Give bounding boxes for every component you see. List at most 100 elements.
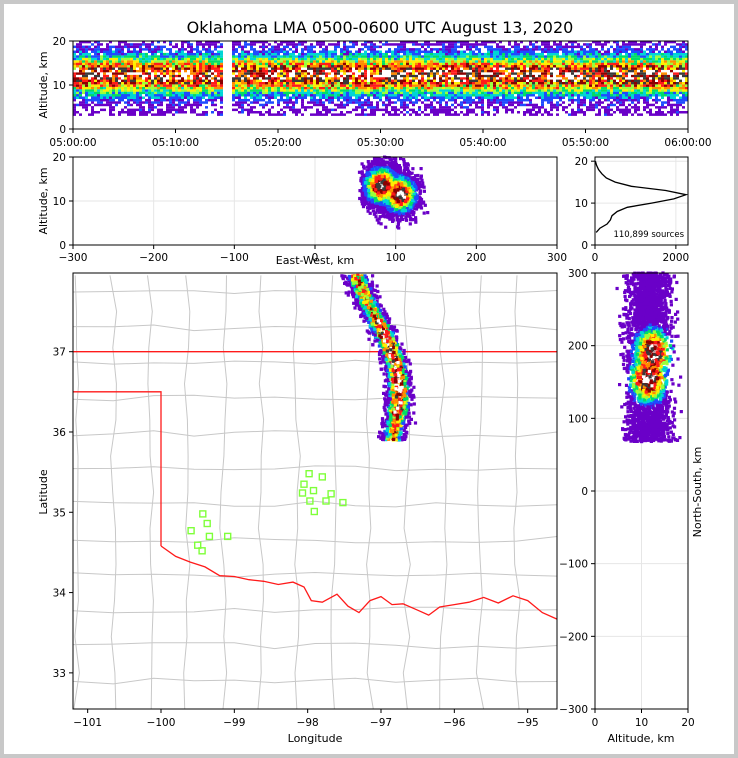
time-altitude-density-cell [148,69,151,73]
time-altitude-density-cell [559,81,562,85]
time-altitude-density-cell [157,55,160,58]
time-altitude-density-cell [298,74,301,78]
time-altitude-density-cell [508,84,511,87]
time-altitude-density-cell [136,69,139,73]
time-altitude-density-cell [106,55,109,58]
time-altitude-density-cell [181,48,184,51]
time-altitude-density-cell [646,67,649,70]
time-altitude-density-cell [391,52,394,56]
time-altitude-density-cell [94,50,97,53]
time-altitude-density-cell [340,60,343,63]
time-altitude-density-cell [379,65,382,68]
time-altitude-density-cell [574,69,577,73]
time-altitude-density-cell [592,91,595,95]
time-altitude-density-cell [148,103,151,107]
time-altitude-density-cell [520,74,523,78]
time-altitude-density-cell [325,94,328,97]
time-altitude-density-cell [391,84,394,87]
time-altitude-density-cell [622,72,625,75]
time-altitude-density-cell [169,103,172,107]
time-altitude-density-cell [112,60,115,63]
time-altitude-density-cell [496,101,499,104]
time-altitude-density-cell [181,91,184,95]
time-altitude-density-cell [427,96,430,99]
time-altitude-density-cell [265,111,268,114]
time-altitude-density-cell [373,108,376,112]
time-altitude-density-cell [637,62,640,66]
time-altitude-density-cell [577,55,580,58]
time-altitude-density-cell [334,55,337,58]
time-altitude-density-cell [277,113,280,116]
time-altitude-density-cell [547,96,550,99]
time-altitude-density-cell [142,84,145,87]
time-altitude-density-cell [202,79,205,82]
time-altitude-density-cell [88,60,91,63]
time-altitude-density-cell [235,55,238,58]
time-altitude-density-cell [112,67,115,70]
time-altitude-density-cell [325,89,328,92]
time-altitude-density-cell [523,45,526,49]
time-altitude-density-cell [397,52,400,56]
time-altitude-density-cell [82,101,85,104]
time-altitude-density-cell [154,84,157,87]
time-altitude-density-cell [289,79,292,82]
time-altitude-density-cell [118,69,121,73]
time-altitude-density-cell [412,69,415,73]
time-altitude-density-cell [568,45,571,49]
time-altitude-density-cell [514,81,517,85]
time-altitude-density-cell [646,106,649,109]
time-altitude-density-cell [634,98,637,102]
time-altitude-density-cell [580,94,583,97]
time-altitude-density-cell [529,84,532,87]
time-altitude-density-cell [415,91,418,95]
time-altitude-density-cell [595,67,598,70]
time-altitude-density-cell [469,91,472,95]
time-altitude-density-cell [430,77,433,80]
time-altitude-density-cell [346,57,349,61]
time-altitude-density-cell [517,48,520,51]
time-altitude-density-cell [409,48,412,51]
time-altitude-density-cell [583,43,586,46]
time-altitude-density-cell [565,65,568,68]
time-altitude-density-cell [151,96,154,99]
time-altitude-density-cell [427,65,430,68]
time-altitude-density-cell [397,91,400,95]
time-altitude-density-cell [484,86,487,90]
time-altitude-density-cell [133,48,136,51]
time-altitude-density-cell [250,81,253,85]
time-altitude-density-cell [526,45,529,49]
time-altitude-density-cell [448,106,451,109]
time-altitude-density-cell [115,50,118,53]
time-altitude-density-cell [298,69,301,73]
time-altitude-density-cell [511,84,514,87]
time-altitude-density-cell [484,55,487,58]
time-altitude-density-cell [583,101,586,104]
time-altitude-density-cell [232,57,235,61]
time-altitude-density-cell [451,103,454,107]
time-altitude-density-cell [286,43,289,46]
time-altitude-density-cell [598,43,601,46]
time-altitude-density-cell [310,43,313,46]
time-altitude-density-cell [391,94,394,97]
time-altitude-density-cell [154,60,157,63]
time-altitude-density-cell [361,67,364,70]
time-altitude-density-cell [286,57,289,61]
time-altitude-density-cell [238,86,241,90]
time-altitude-density-cell [490,77,493,80]
time-altitude-density-cell [274,94,277,97]
time-altitude-density-cell [547,43,550,46]
time-altitude-density-cell [331,108,334,112]
time-altitude-density-cell [325,84,328,87]
time-altitude-density-cell [511,89,514,92]
time-altitude-density-cell [88,103,91,107]
time-altitude-density-cell [592,65,595,68]
time-altitude-density-cell [601,106,604,109]
time-altitude-density-cell [394,113,397,116]
time-altitude-density-cell [430,57,433,61]
time-altitude-density-cell [244,81,247,85]
time-altitude-density-cell [529,67,532,70]
time-altitude-density-cell [625,57,628,61]
time-altitude-density-cell [106,81,109,85]
time-altitude-density-cell [106,84,109,87]
time-altitude-density-cell [319,67,322,70]
